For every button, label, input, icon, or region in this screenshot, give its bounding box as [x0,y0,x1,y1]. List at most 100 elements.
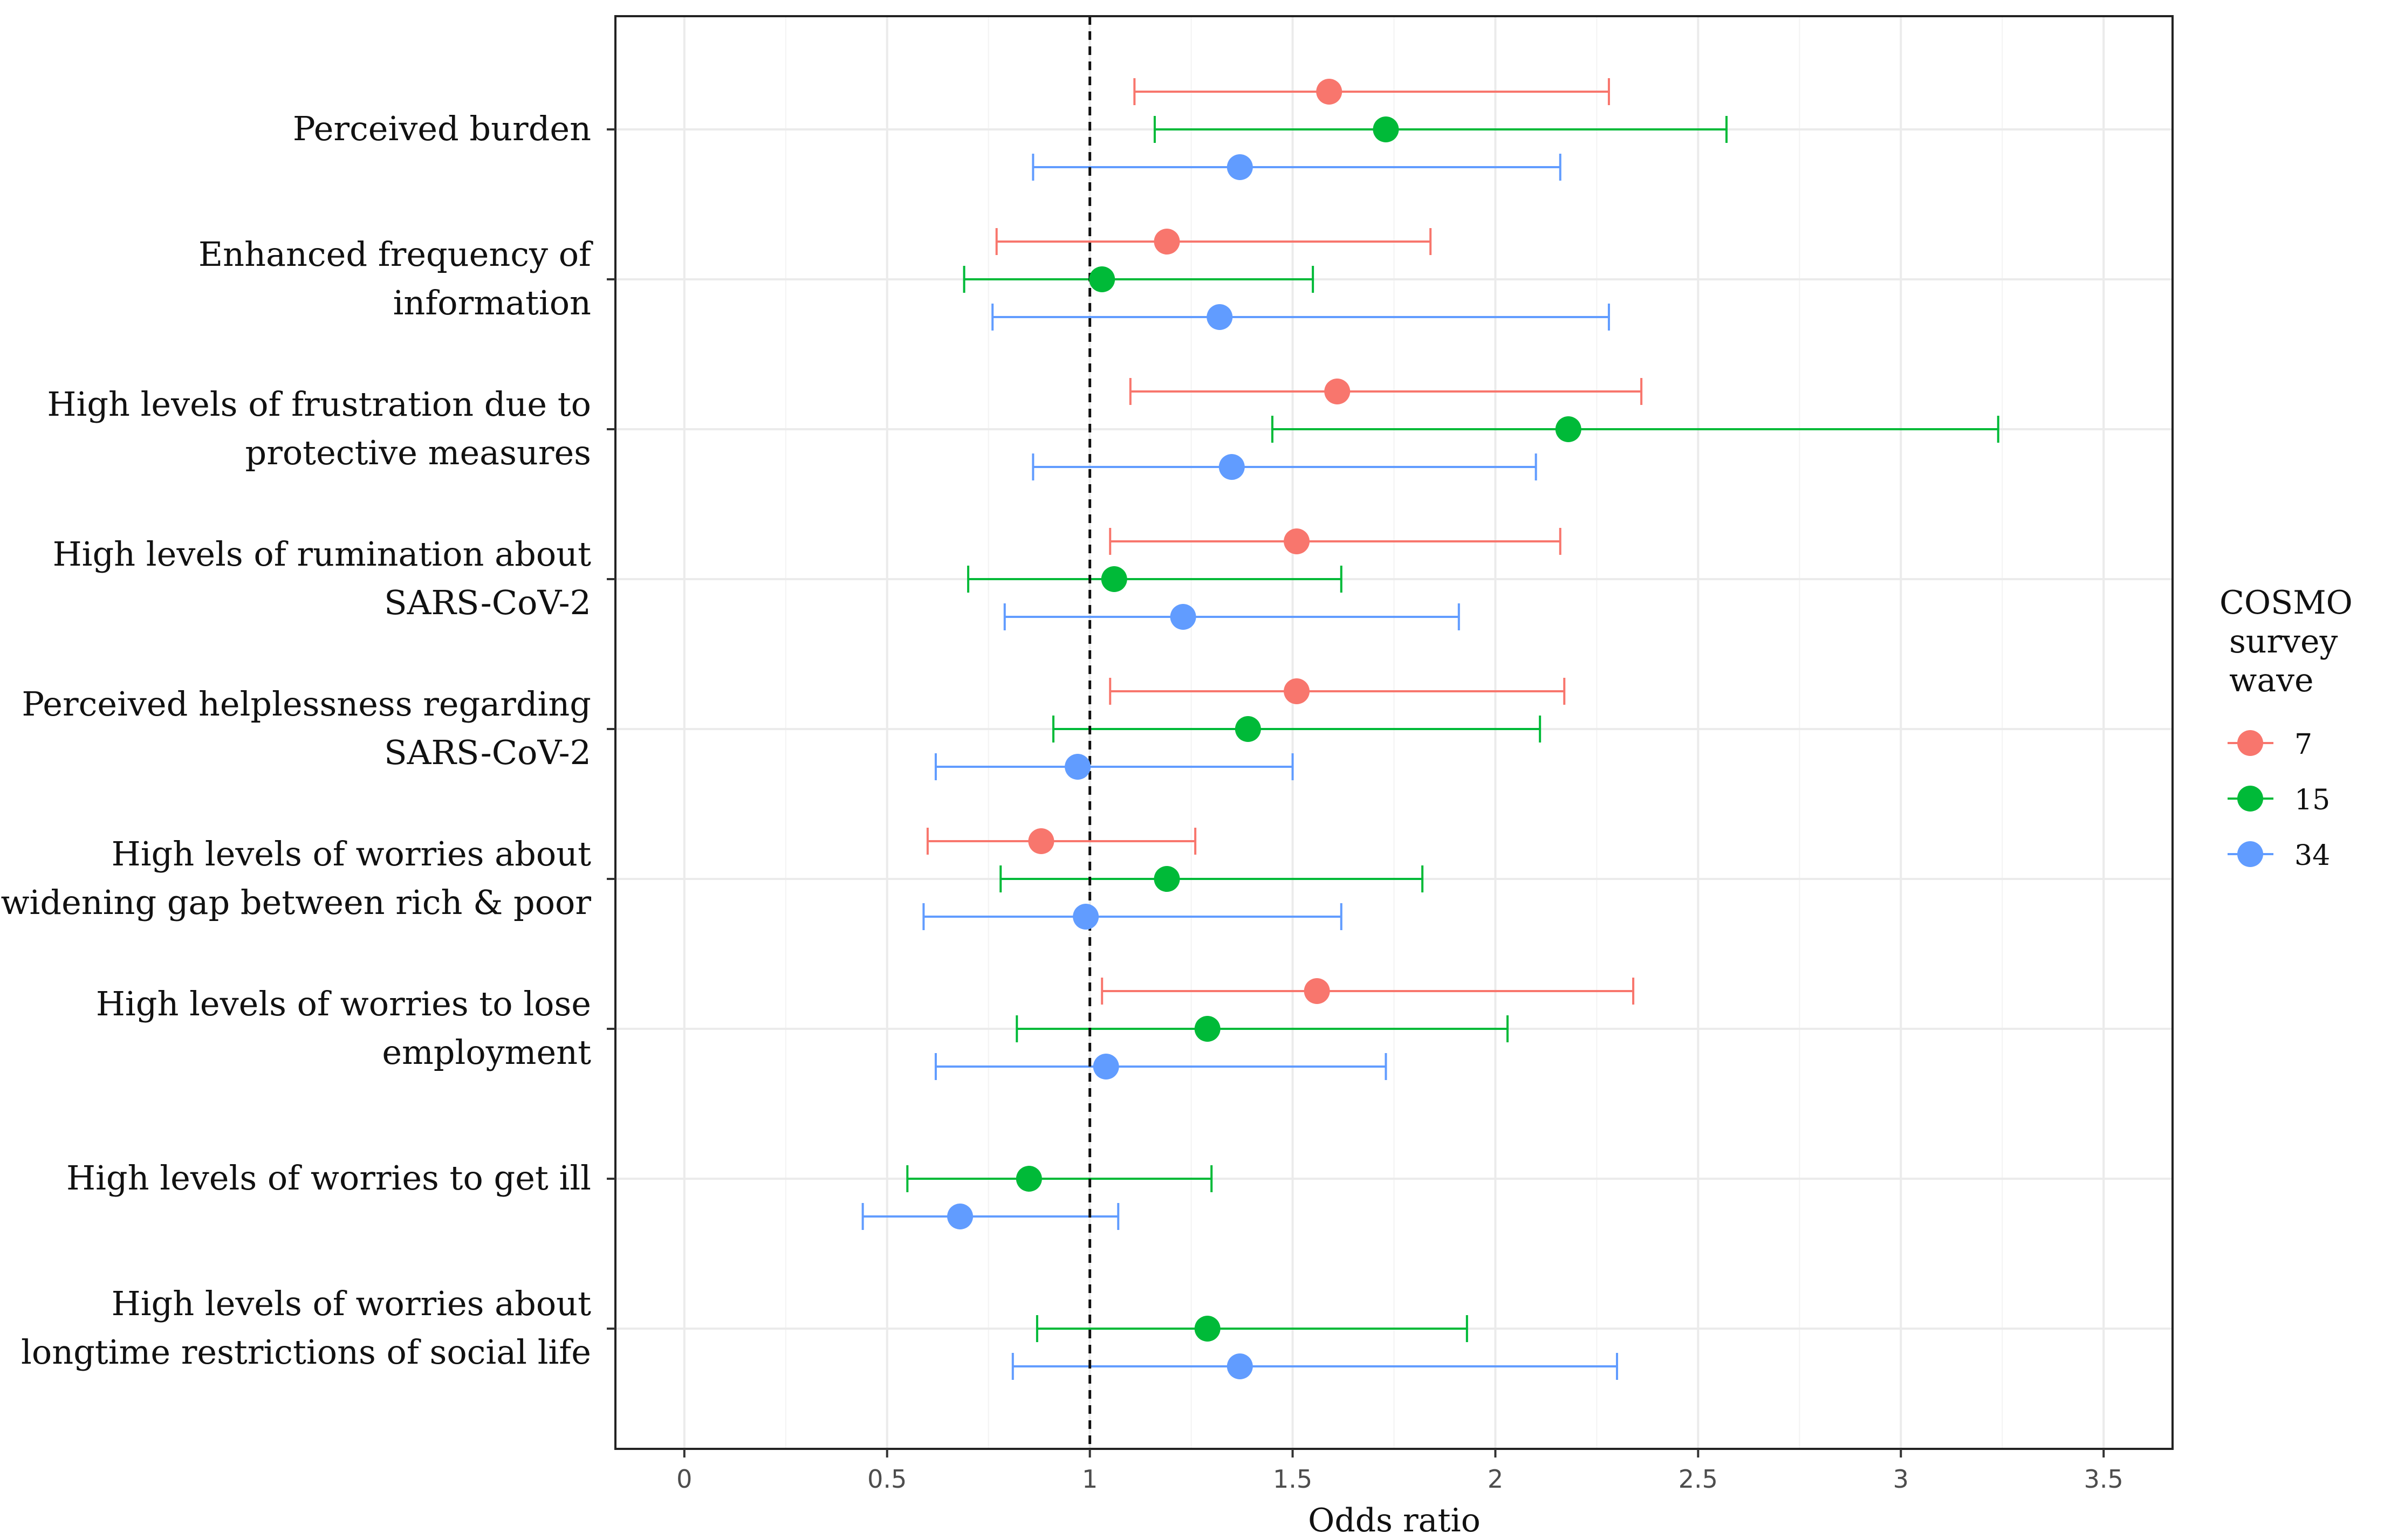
legend-label: 34 [2294,840,2330,872]
x-tick-label: 1 [1082,1465,1098,1494]
error-bar-wave-34 [934,753,1294,780]
point-wave-34 [1093,1054,1119,1080]
error-bar-wave-7 [926,828,1197,855]
error-bar-wave-7 [995,228,1432,255]
category-label-line: High levels of frustration due to [47,384,591,424]
error-bar-wave-15 [1052,716,1542,742]
legend: COSMO survey wave 7 15 34 [2219,584,2353,872]
category-label-high-levels-of-worries-to-lose-employment: High levels of worries to lose employment [96,984,591,1072]
legend-key-point [2237,841,2263,867]
x-tick-label: 3.5 [2084,1465,2123,1494]
point-wave-7 [1284,678,1310,704]
x-tick-label: 0 [676,1465,692,1494]
error-bar-wave-7 [1109,678,1566,705]
odds-ratio-points [947,79,1581,1379]
error-bars [861,78,1999,1380]
legend-key-point [2237,730,2263,756]
category-label-line: High levels of worries to get ill [66,1158,591,1198]
error-bar-wave-34 [1032,453,1537,480]
category-label-high-levels-of-worries-to-get-ill: High levels of worries to get ill [66,1158,591,1198]
error-bar-wave-15 [1036,1315,1468,1342]
category-label-line: protective measures [245,433,592,472]
point-wave-7 [1316,79,1342,105]
point-wave-34 [1073,904,1099,930]
x-tick-label: 2 [1488,1465,1503,1494]
legend-title-line: wave [2229,662,2314,699]
point-wave-34 [1065,754,1091,780]
error-bar-wave-34 [1011,1353,1619,1380]
legend-title-line: survey [2229,623,2338,661]
point-wave-15 [1194,1016,1221,1042]
x-axis: 0 0.5 1 1.5 2 2.5 3 3.5 [676,1449,2123,1494]
point-wave-7 [1304,978,1330,1004]
error-bar-wave-34 [1003,603,1460,630]
point-wave-34 [1227,1353,1253,1379]
point-wave-34 [947,1204,974,1229]
x-tick-label: 0.5 [867,1465,907,1494]
category-label-line: employment [382,1033,591,1072]
category-label-line: SARS-CoV-2 [384,583,591,622]
panel-border [614,15,2174,1450]
error-bar-wave-34 [934,1053,1387,1080]
legend-entry-34: 34 [2228,840,2330,872]
x-tick-label: 3 [1893,1465,1909,1494]
error-bar-wave-34 [922,903,1342,930]
legend-key-point [2237,786,2263,812]
point-wave-7 [1324,379,1351,404]
legend-entry-15: 15 [2228,784,2330,816]
point-wave-15 [1154,866,1180,892]
point-wave-7 [1154,229,1180,255]
error-bar-wave-15 [1016,1015,1509,1042]
legend-label: 7 [2294,728,2312,761]
error-bar-wave-15 [1153,116,1728,143]
x-tick-label: 2.5 [1679,1465,1718,1494]
error-bar-wave-15 [1271,416,1999,443]
error-bar-wave-15 [963,266,1314,293]
legend-title: COSMO survey wave [2219,584,2353,699]
category-label-high-levels-of-worries-about-longtime-restrictions-of-social-life: High levels of worries about longtime res… [21,1284,591,1372]
error-bar-wave-7 [1109,528,1561,555]
category-label-high-levels-of-rumination-about-sars-cov-2: High levels of rumination about SARS-CoV-… [53,534,592,622]
legend-label: 15 [2294,784,2330,816]
category-label-line: longtime restrictions of social life [21,1332,591,1372]
point-wave-15 [1555,416,1581,442]
error-bar-wave-7 [1129,378,1643,405]
point-wave-7 [1284,528,1310,554]
legend-title-line: COSMO [2219,584,2353,622]
category-label-line: High levels of worries about [112,1284,591,1323]
error-bar-wave-15 [906,1165,1213,1192]
category-label-perceived-helplessness-regarding-sars-cov-2: Perceived helplessness regarding SARS-CoV… [22,684,591,772]
category-label-high-levels-of-frustration-due-to-protective-measures: High levels of frustration due to protect… [47,384,591,472]
point-wave-34 [1218,454,1245,480]
y-axis: Perceived burden Enhanced frequency of inf… [1,109,615,1372]
category-label-line: SARS-CoV-2 [384,733,591,772]
error-bar-wave-34 [1032,154,1561,181]
point-wave-15 [1089,266,1115,292]
point-wave-15 [1101,566,1127,592]
category-label-line: High levels of rumination about [53,534,592,574]
error-bar-wave-34 [861,1203,1120,1230]
category-label-line: information [393,283,591,322]
point-wave-15 [1016,1166,1042,1192]
legend-entry-7: 7 [2228,728,2312,761]
point-wave-34 [1207,304,1233,330]
category-label-line: widening gap between rich & poor [1,883,591,922]
point-wave-34 [1227,154,1253,180]
error-bar-wave-7 [1101,978,1635,1005]
category-label-line: High levels of worries to lose [96,984,591,1023]
point-wave-15 [1194,1316,1221,1342]
x-axis-title: Odds ratio [1308,1502,1481,1539]
point-wave-34 [1170,604,1196,630]
x-tick-label: 1.5 [1273,1465,1312,1494]
error-bar-wave-34 [991,304,1610,331]
category-label-enhanced-frequency-of-information: Enhanced frequency of information [198,235,593,322]
point-wave-7 [1028,828,1054,854]
category-label-line: Perceived helplessness regarding [22,684,591,724]
error-bar-wave-7 [1133,78,1610,105]
point-wave-15 [1373,116,1399,142]
point-wave-15 [1235,716,1261,742]
category-label-perceived-burden: Perceived burden [293,109,591,148]
category-label-line: High levels of worries about [112,834,591,874]
category-label-high-levels-of-worries-about-widening-gap-between-rich-poor: High levels of worries about widening gap… [1,834,591,922]
